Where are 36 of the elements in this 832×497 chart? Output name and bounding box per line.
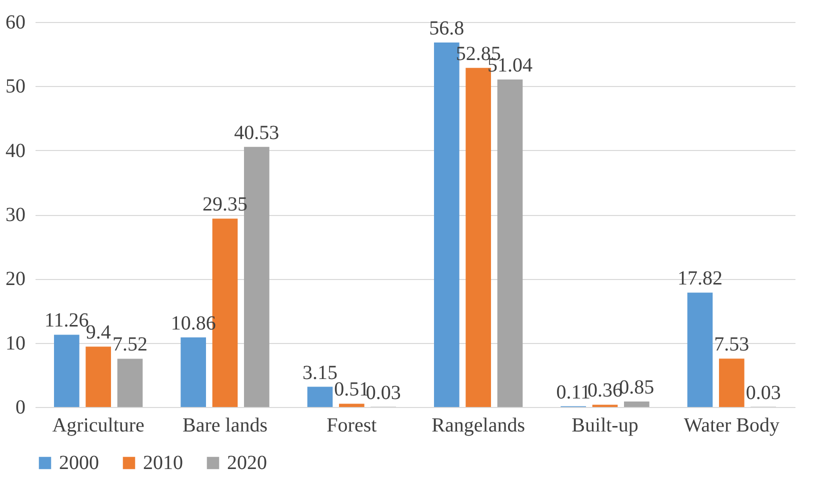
y-tick-label: 40 bbox=[6, 140, 26, 162]
bar bbox=[719, 358, 744, 407]
y-tick-label: 20 bbox=[6, 268, 26, 290]
legend-label: 2000 bbox=[59, 452, 99, 474]
x-tick-label: Forest bbox=[326, 414, 378, 436]
data-label: 29.35 bbox=[202, 194, 248, 216]
x-tick-label: Agriculture bbox=[52, 414, 145, 436]
x-tick-label: Bare lands bbox=[182, 414, 268, 436]
data-label: 0.03 bbox=[746, 382, 781, 404]
data-label: 7.53 bbox=[714, 334, 750, 356]
bar bbox=[339, 404, 364, 407]
data-label: 56.8 bbox=[429, 18, 464, 40]
bar bbox=[117, 358, 143, 407]
bar bbox=[497, 79, 523, 407]
data-label: 0.11 bbox=[556, 381, 590, 404]
data-label: 40.53 bbox=[234, 122, 280, 144]
bar bbox=[307, 386, 333, 407]
data-label: 3.15 bbox=[302, 362, 338, 384]
y-tick-label: 30 bbox=[6, 204, 26, 226]
bar bbox=[86, 346, 111, 407]
data-label: 7.52 bbox=[112, 334, 148, 356]
x-tick-label: Rangelands bbox=[432, 414, 526, 436]
x-tick-label: Water Body bbox=[684, 414, 780, 436]
y-tick-label: 10 bbox=[6, 332, 26, 354]
bar bbox=[54, 334, 80, 407]
data-label: 0.03 bbox=[366, 382, 401, 404]
bar bbox=[624, 402, 650, 407]
y-tick-label: 50 bbox=[6, 76, 26, 98]
y-tick-label: 0 bbox=[16, 396, 26, 418]
y-tick-label: 60 bbox=[6, 12, 26, 34]
bar bbox=[687, 292, 713, 407]
legend-label: 2010 bbox=[143, 452, 183, 474]
data-label: 17.82 bbox=[678, 268, 722, 290]
legend-label: 2020 bbox=[227, 452, 267, 474]
x-tick-label: Built-up bbox=[572, 414, 638, 436]
bar bbox=[180, 337, 206, 407]
